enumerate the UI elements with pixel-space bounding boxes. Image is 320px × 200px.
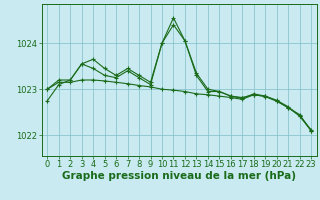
X-axis label: Graphe pression niveau de la mer (hPa): Graphe pression niveau de la mer (hPa) <box>62 171 296 181</box>
